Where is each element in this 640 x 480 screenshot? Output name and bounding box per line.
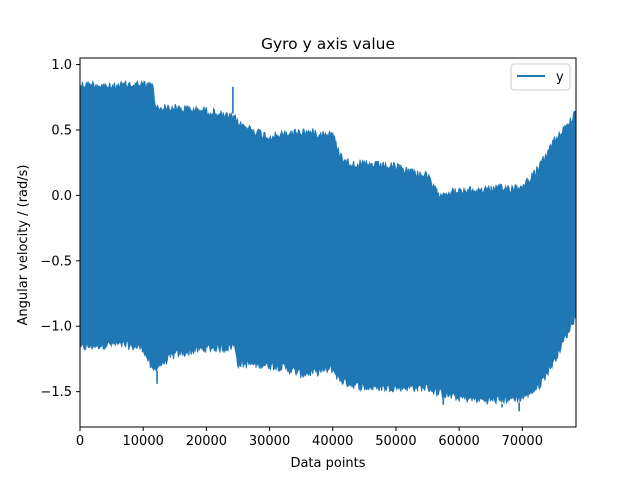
y-tick-label: 1.0	[51, 58, 72, 73]
x-tick-label: 10000	[123, 434, 164, 449]
legend-label-y: y	[556, 70, 564, 85]
x-tick-label: 50000	[375, 434, 416, 449]
y-tick-label: 0.0	[51, 189, 72, 204]
y-tick-label: −1.5	[40, 385, 72, 400]
x-tick-label: 60000	[438, 434, 479, 449]
x-tick-label: 0	[76, 434, 84, 449]
x-tick-label: 40000	[312, 434, 353, 449]
axes-frame	[79, 57, 577, 428]
series-y-signal	[80, 79, 576, 406]
y-tick-label: −0.5	[40, 254, 72, 269]
chart-title: Gyro y axis value	[261, 35, 395, 53]
y-axis-title: Angular velocity / (rad/s)	[16, 165, 31, 326]
y-tick-label: 0.5	[51, 123, 72, 138]
legend: y	[510, 63, 571, 91]
plot-area	[80, 79, 576, 412]
y-tick-label: −1.0	[40, 320, 72, 335]
axes: 0 10000 20000 30000 40000 50000 60000 70000 −1.5…	[40, 57, 577, 449]
x-tick-label: 20000	[186, 434, 227, 449]
x-tick-label: 70000	[502, 434, 543, 449]
x-axis-title: Data points	[290, 456, 365, 471]
x-tick-label: 30000	[249, 434, 290, 449]
